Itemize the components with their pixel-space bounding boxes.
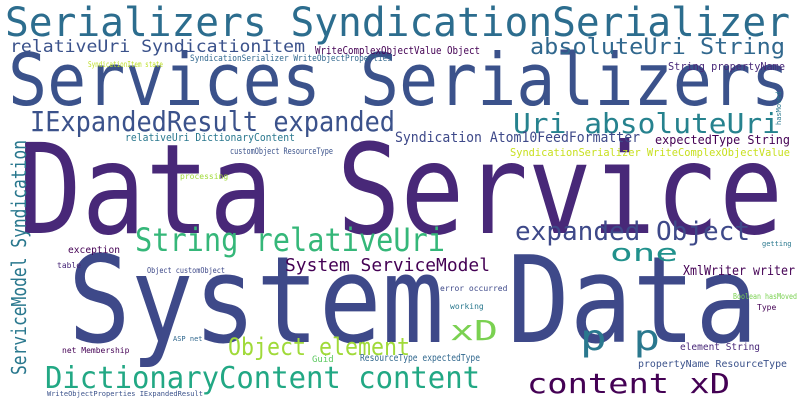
word: working	[450, 302, 484, 311]
word: Object customObject	[147, 266, 225, 275]
word: getting	[762, 240, 792, 248]
word: one	[610, 239, 678, 267]
word: System Data	[68, 232, 758, 371]
word: element String	[680, 342, 760, 353]
word: Data Service	[18, 118, 783, 263]
word: ResourceType expectedType	[360, 353, 480, 364]
word: SyndicationSerializer WriteObjectPropert…	[190, 54, 392, 64]
word: XmlWriter writer	[683, 264, 795, 279]
word: Type	[757, 303, 776, 312]
word: exception	[68, 245, 120, 256]
word: processing	[180, 172, 228, 181]
word: xD	[450, 314, 498, 347]
word: expanded Object	[515, 217, 750, 247]
word: String relativeUri	[135, 221, 445, 259]
word: Syndication Atom10FeedFormatter	[395, 130, 640, 146]
word: relativeUri DictionaryContent	[125, 131, 295, 144]
word: net Membership	[62, 346, 130, 355]
word: System ServiceModel	[285, 255, 490, 276]
word: DictionaryContent content	[45, 361, 480, 396]
word: String propertyName	[668, 60, 785, 73]
word: ASP net	[173, 335, 203, 343]
word: Guid	[312, 355, 334, 365]
word: expectedType String	[655, 133, 790, 147]
word: Object element	[228, 333, 410, 361]
word: p p	[580, 318, 660, 359]
word: customObject ResourceType	[230, 147, 333, 157]
word: ServiceModel Syndication	[7, 140, 31, 375]
word: hasMoved	[775, 91, 783, 125]
word: WriteObjectProperties IExpandedResult	[47, 390, 203, 398]
word: SyndicationSerializer WriteComplexObject…	[510, 146, 790, 159]
word: Serializers SyndicationSerializer	[5, 0, 790, 46]
word: table	[57, 261, 81, 270]
word: WriteComplexObjectValue Object	[315, 44, 480, 57]
word: IExpandedResult expanded	[30, 105, 395, 138]
word: absoluteUri String	[530, 35, 785, 60]
word: error occurred	[440, 284, 508, 293]
word: Boolean hasMoved	[733, 292, 797, 301]
word: relativeUri SyndicationItem	[10, 37, 305, 57]
word: SyndicationItem state	[88, 60, 163, 69]
word: content xD	[527, 367, 730, 400]
word: propertyName ResourceType	[638, 359, 787, 370]
word: Services Serializers	[8, 38, 790, 122]
word: Uri absoluteUri	[513, 107, 780, 140]
